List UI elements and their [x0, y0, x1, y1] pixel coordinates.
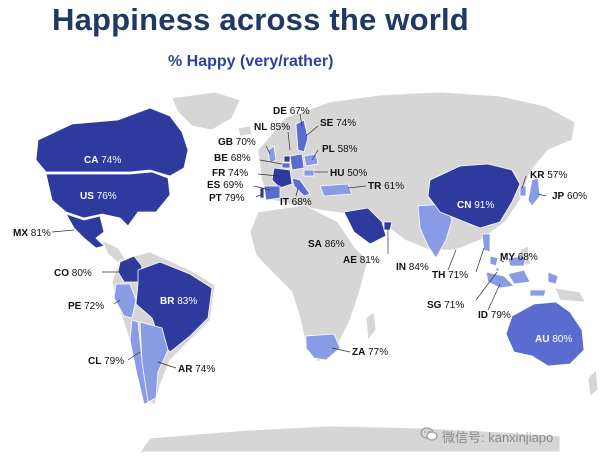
- shape-za: [305, 333, 341, 361]
- shape-kr: [519, 185, 527, 197]
- label-za: ZA 77%: [352, 347, 388, 358]
- label-my: MY 68%: [500, 252, 538, 263]
- shape-se: [295, 119, 309, 153]
- label-hu: HU 50%: [330, 168, 367, 179]
- leader-pt: [255, 193, 263, 198]
- label-in: IN 84%: [396, 262, 429, 273]
- label-kr: KR 57%: [530, 170, 567, 181]
- label-pe: PE 72%: [68, 301, 104, 312]
- leader-tr: [347, 185, 367, 189]
- shape-gb: [267, 145, 277, 165]
- leader-sg: [475, 271, 498, 301]
- label-it: IT 68%: [280, 197, 312, 208]
- leader-pe: [113, 299, 121, 305]
- shape-mx: [65, 213, 105, 249]
- leader-nl: [287, 131, 291, 151]
- label-nl: NL 85%: [254, 122, 290, 133]
- leader-fr: [257, 173, 279, 177]
- shape-au: [505, 301, 585, 367]
- leader-es: [253, 185, 271, 191]
- leader-lines: [51, 113, 547, 369]
- leader-cl: [127, 351, 141, 361]
- shape-pt: [259, 187, 265, 199]
- land-iceland: [237, 125, 253, 137]
- shape-es: [263, 185, 281, 201]
- leader-pl: [311, 149, 319, 161]
- label-co: CO 80%: [54, 268, 92, 279]
- shape-tr: [319, 183, 353, 197]
- wechat-icon: [420, 427, 438, 441]
- shape-id: [485, 269, 559, 297]
- shape-ca: [35, 107, 189, 177]
- watermark-text: 微信号: kanxinjiapo: [442, 430, 554, 445]
- shape-nl: [283, 155, 291, 163]
- label-cn: CN 91%: [457, 200, 494, 211]
- leader-de: [299, 113, 303, 127]
- leader-za: [331, 347, 351, 353]
- shape-ar: [139, 321, 169, 403]
- leader-id: [487, 283, 501, 311]
- shape-jp: [527, 177, 541, 207]
- country-shapes: [35, 107, 585, 405]
- label-tr: TR 61%: [368, 181, 404, 192]
- label-id: ID 79%: [478, 310, 511, 321]
- shape-cn: [427, 163, 521, 229]
- label-sg: SG 71%: [427, 300, 464, 311]
- label-th: TH 71%: [432, 270, 468, 281]
- land-madagascar: [365, 311, 377, 342]
- leader-jp: [537, 193, 547, 197]
- shape-sa: [343, 207, 387, 245]
- leader-my: [499, 259, 505, 263]
- label-de: DE 67%: [273, 106, 310, 117]
- label-be: BE 68%: [214, 153, 251, 164]
- shape-pl: [303, 153, 319, 167]
- shape-th: [481, 233, 491, 253]
- shape-it: [291, 177, 311, 197]
- leader-be: [259, 159, 283, 165]
- label-sa: SA 86%: [308, 239, 345, 250]
- shape-pe: [113, 283, 137, 319]
- land-new-zealand: [587, 369, 599, 397]
- leader-gb: [265, 145, 271, 155]
- label-jp: JP 60%: [552, 191, 587, 202]
- label-es: ES 69%: [207, 180, 243, 191]
- shape-be: [281, 162, 291, 169]
- shape-hu: [303, 169, 315, 177]
- label-gb: GB 70%: [218, 137, 256, 148]
- label-mx: MX 81%: [13, 228, 51, 239]
- leader-mx: [51, 229, 75, 233]
- shape-fr: [271, 167, 293, 189]
- shape-my: [489, 255, 527, 267]
- label-fr: FR 74%: [212, 168, 248, 179]
- leader-in: [447, 249, 457, 271]
- label-se: SE 74%: [320, 118, 356, 129]
- label-ae: AE 81%: [343, 255, 380, 266]
- shape-de: [289, 153, 305, 171]
- land-new-guinea: [554, 287, 586, 303]
- shape-us: [45, 171, 171, 227]
- label-pt: PT 79%: [209, 193, 245, 204]
- land-greenland: [171, 91, 241, 131]
- label-us: US 76%: [80, 191, 117, 202]
- map-subtitle: % Happy (very/rather): [168, 53, 334, 70]
- label-pl: PL 58%: [322, 144, 358, 155]
- land-antarctica: [139, 425, 561, 453]
- leader-th: [475, 247, 485, 273]
- label-ar: AR 74%: [178, 364, 215, 375]
- label-cl: CL 79%: [88, 356, 124, 367]
- shape-br: [135, 261, 213, 353]
- map-title: Happiness across the world: [52, 2, 469, 37]
- shape-ae: [383, 221, 393, 231]
- leader-se: [305, 125, 319, 137]
- shape-sg: [495, 267, 500, 272]
- country-labels: CA 74% US 76% MX 81% CO 80% PE 72% BR 83…: [13, 106, 587, 375]
- label-ca: CA 74%: [84, 155, 121, 166]
- label-au: AU 80%: [535, 334, 572, 345]
- label-br: BR 83%: [160, 296, 197, 307]
- leader-it: [295, 187, 299, 197]
- leader-kr: [521, 175, 527, 189]
- leader-ar: [157, 361, 177, 369]
